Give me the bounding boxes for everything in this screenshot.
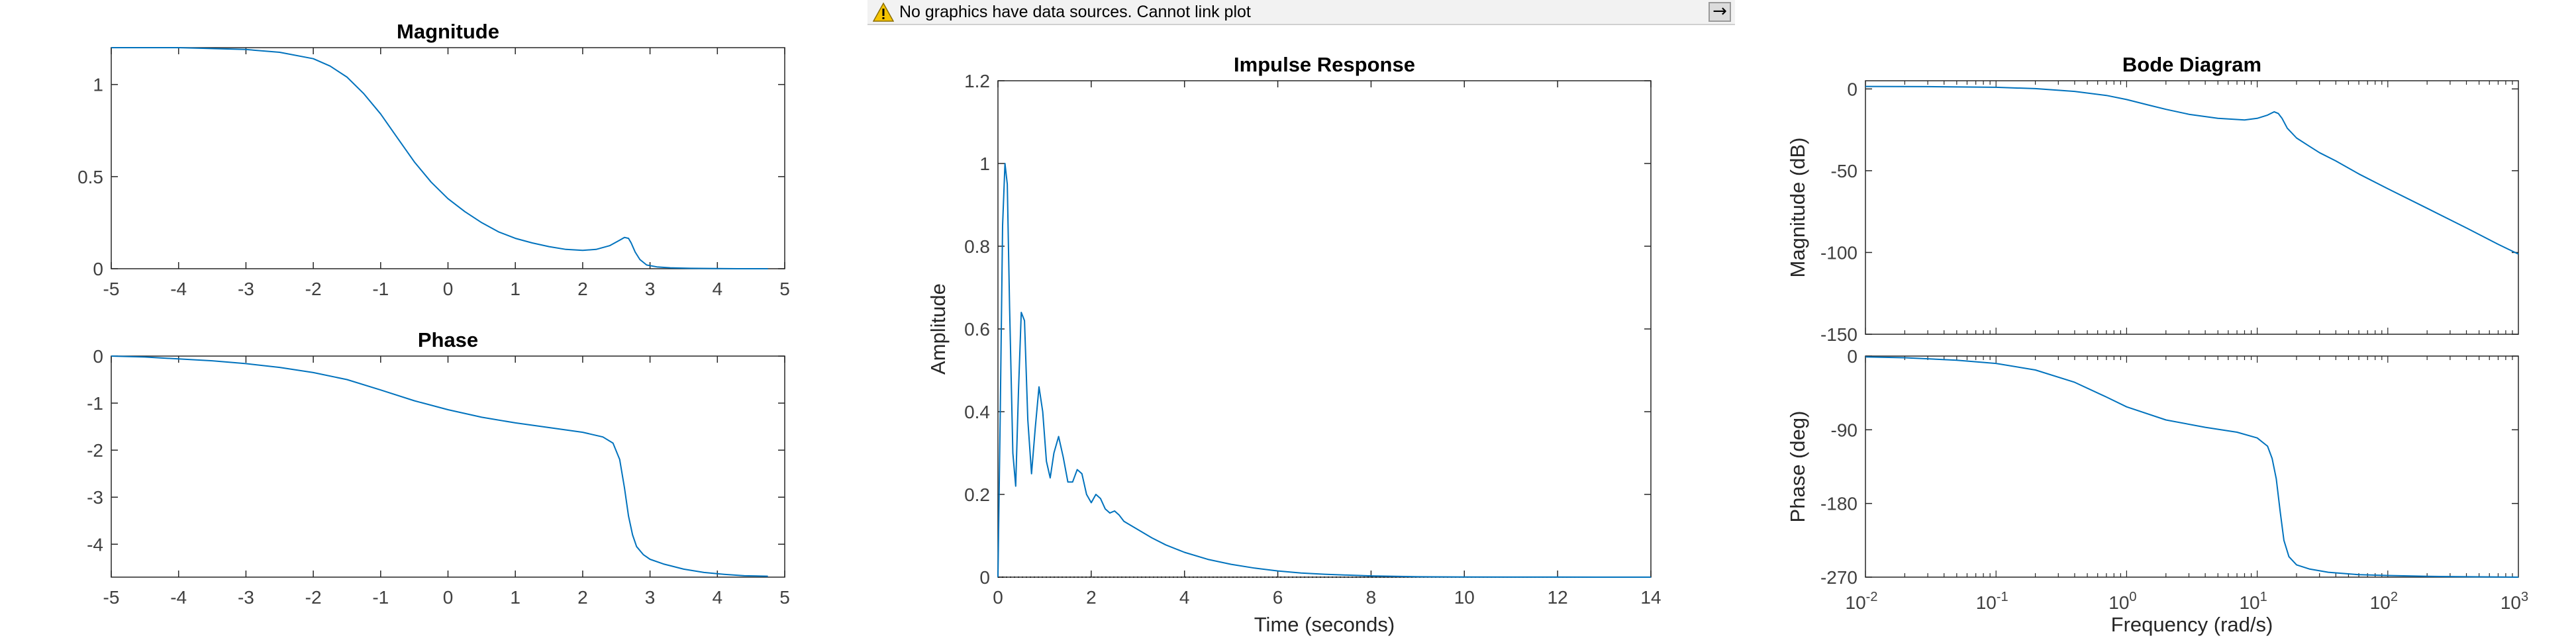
x-tick-label: 0: [443, 587, 454, 608]
x-tick-label: 10-2: [1846, 590, 1878, 613]
y-axis-label: Magnitude (dB): [1786, 138, 1809, 278]
y-tick-label: 0: [1847, 79, 1858, 99]
chart-title: Bode Diagram: [2122, 53, 2261, 76]
chart-impulse: Impulse Response 0 0.2 0.4 0.6 0.8 1 1.2 0 2 4 6 8 10…: [926, 53, 1661, 636]
series-line-phase: [111, 355, 768, 577]
x-axis-label: Frequency (rad/s): [2111, 613, 2273, 636]
x-tick-label: 100: [2108, 590, 2136, 613]
y-tick-label: 0.2: [964, 484, 990, 505]
x-tick-label: 4: [1179, 587, 1190, 608]
series-line-bode-phase: [1865, 356, 2519, 578]
y-tick-label: -1: [87, 393, 103, 414]
y-tick-label: -180: [1820, 494, 1858, 514]
y-tick-label: 0: [1847, 346, 1858, 367]
x-tick-label: 2: [577, 279, 588, 299]
x-tick-label: 5: [779, 587, 790, 608]
axes-box: [1865, 80, 2519, 335]
axes-box: [111, 355, 785, 578]
x-tick-label: 1: [510, 587, 520, 608]
axes-box: [997, 80, 1652, 578]
x-tick-label: 10: [1454, 587, 1475, 608]
y-tick-label: -4: [87, 534, 103, 555]
y-tick-label: 1.2: [964, 71, 990, 91]
chart-title: Phase: [418, 328, 478, 351]
y-tick-label: 0.4: [964, 402, 990, 422]
x-tick-label: -5: [103, 587, 120, 608]
x-tick-label: 102: [2370, 590, 2398, 613]
x-tick-label: -2: [305, 587, 322, 608]
x-tick-label: 10-1: [1976, 590, 2008, 613]
y-tick-label: 0: [93, 259, 103, 279]
chart-title: Impulse Response: [1234, 53, 1415, 76]
y-tick-label: 0.6: [964, 319, 990, 340]
warning-message: No graphics have data sources. Cannot li…: [899, 3, 1251, 21]
x-axis-label: Time (seconds): [1254, 613, 1395, 636]
link-plot-warning-bar: No graphics have data sources. Cannot li…: [867, 0, 1735, 25]
y-tick-label: -90: [1831, 420, 1858, 440]
y-tick-label: 0.5: [77, 167, 103, 187]
series-line-bode-magnitude: [1865, 85, 2519, 255]
x-tick-label: -3: [238, 279, 254, 299]
y-tick-label: -50: [1831, 161, 1858, 181]
x-tick-label: -1: [372, 279, 389, 299]
axes-box: [111, 47, 785, 269]
x-tick-label: 0: [443, 279, 454, 299]
y-tick-label: -3: [87, 487, 103, 508]
x-tick-label: 0: [993, 587, 1003, 608]
y-tick-label: -100: [1820, 242, 1858, 263]
y-tick-label: 0.8: [964, 236, 990, 257]
series-line-impulse: [997, 163, 1651, 578]
y-tick-label: 0: [979, 567, 990, 588]
x-tick-label: 3: [645, 279, 656, 299]
arrow-right-icon[interactable]: →: [1709, 2, 1731, 22]
chart-magnitude: Magnitude 0 0.5 1 -5 -4 -3 -2 -1 0 1 2 3 4 5: [77, 20, 790, 299]
axes-box: [1865, 355, 2519, 578]
y-axis-label: Phase (deg): [1786, 411, 1809, 523]
chart-phase: Phase 0 -1 -2 -3 -4 -5 -4 -3 -2 -1 0 1 2 3 4 5: [87, 328, 790, 608]
warning-icon: [873, 2, 894, 22]
x-tick-label: 101: [2239, 590, 2267, 613]
x-tick-label: 5: [779, 279, 790, 299]
x-tick-label: -3: [238, 587, 254, 608]
x-tick-label: 2: [1086, 587, 1097, 608]
x-tick-label: -4: [170, 587, 187, 608]
y-tick-label: 0: [93, 346, 103, 367]
x-tick-label: 8: [1366, 587, 1377, 608]
chart-bode-magnitude: Bode Diagram 0 -50 -100 -150 Magnitude (dB): [1786, 53, 2519, 345]
chart-title: Magnitude: [397, 20, 499, 43]
x-tick-label: -4: [170, 279, 187, 299]
series-line-magnitude: [111, 47, 768, 269]
x-tick-label: 4: [713, 279, 723, 299]
y-tick-label: -2: [87, 440, 103, 461]
x-tick-label: -2: [305, 279, 322, 299]
x-tick-label: 1: [510, 279, 520, 299]
x-tick-label: 6: [1273, 587, 1283, 608]
y-tick-label: -150: [1820, 324, 1858, 345]
x-tick-label: 2: [577, 587, 588, 608]
y-tick-label: -270: [1820, 567, 1858, 588]
x-tick-label: -5: [103, 279, 120, 299]
y-tick-label: 1: [93, 75, 103, 95]
x-tick-label: -1: [372, 587, 389, 608]
x-tick-label: 103: [2501, 590, 2528, 613]
x-tick-label: 3: [645, 587, 656, 608]
y-tick-label: 1: [979, 154, 990, 174]
x-tick-label: 4: [713, 587, 723, 608]
y-axis-label: Amplitude: [926, 283, 950, 375]
x-tick-label: 14: [1640, 587, 1661, 608]
x-tick-label: 12: [1548, 587, 1568, 608]
